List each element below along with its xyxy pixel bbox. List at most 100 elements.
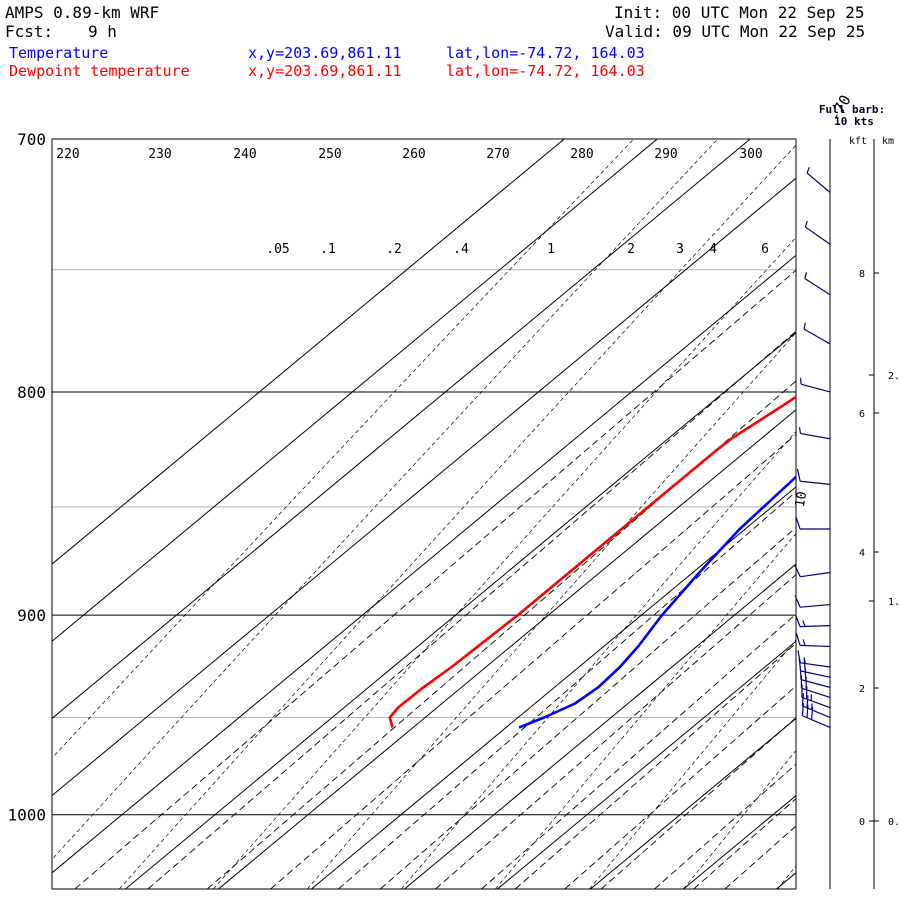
wind-barb	[796, 468, 831, 485]
height-km-label: 6	[859, 409, 865, 420]
dry-adiabat	[495, 533, 796, 889]
wind-barb	[795, 614, 831, 628]
height-kft-label: 0.	[888, 817, 900, 828]
height-kft-label: 2.	[888, 371, 900, 382]
mixing-ratio-line	[693, 798, 796, 889]
chart-labels: 7008009001000-70-60-50-40-30-20-10022023…	[7, 92, 854, 825]
height-km-label: 4	[859, 548, 865, 559]
pressure-tick-label: 700	[17, 130, 46, 149]
dry-adiabat-label: 230	[148, 147, 171, 162]
wind-barb	[800, 377, 831, 393]
dry-adiabat-label: 250	[318, 147, 341, 162]
wind-barb-half-flag	[804, 272, 808, 279]
km-label: km	[882, 136, 894, 147]
wind-barb-staff	[804, 277, 831, 296]
mixing-ratio-label: .4	[453, 242, 469, 257]
wind-barb-staff	[800, 432, 831, 440]
wind-barb	[795, 516, 830, 530]
pressure-tick-label: 800	[17, 383, 46, 402]
height-km-label: 8	[859, 269, 865, 280]
wind-barb	[794, 565, 831, 578]
height-km-label: 2	[859, 684, 865, 695]
isotherm-line	[52, 177, 796, 797]
pressure-tick-label: 900	[17, 606, 46, 625]
wind-panel-title-line1: Full barb:	[819, 103, 885, 116]
wind-barb-flag	[794, 565, 801, 577]
legend-temperature-latlon: lat,lon=-74.72, 164.03	[446, 44, 645, 62]
kft-label: kft	[849, 136, 867, 147]
wind-barb	[801, 703, 831, 729]
wind-barb-flag	[795, 516, 801, 530]
isotherm-line	[52, 139, 658, 642]
wind-barb-staff	[800, 383, 831, 393]
dry-adiabat-label: 240	[233, 147, 256, 162]
mixing-ratio-label: 3	[676, 242, 684, 257]
mixing-ratio-line	[564, 685, 796, 889]
wind-barb	[803, 322, 831, 345]
wind-panel-title-line2: 10 kts	[834, 115, 874, 128]
dry-adiabat	[52, 139, 634, 759]
isotherm-line	[311, 486, 796, 889]
wind-barb	[804, 272, 831, 296]
legend-temperature-xy: x,y=203.69,861.11	[248, 44, 402, 62]
wind-barb-half-flag	[803, 657, 806, 664]
isotherm-line	[497, 640, 796, 889]
wind-barb-half-flag	[804, 220, 808, 228]
mixing-ratio-line	[147, 330, 796, 889]
mixing-ratio-line	[207, 380, 796, 889]
isotherm-line	[52, 254, 796, 874]
wind-barb-staff	[806, 172, 831, 193]
dry-adiabat-label: 220	[56, 147, 79, 162]
forecast-label: Fcst:	[5, 22, 54, 41]
chart-series	[388, 395, 796, 729]
dry-adiabat-label: 260	[402, 147, 425, 162]
init-time: Init: 00 UTC Mon 22 Sep 25	[614, 3, 865, 22]
wind-barb-half-flag	[802, 639, 806, 646]
wind-barb-staff	[805, 226, 831, 245]
dry-adiabat	[589, 639, 796, 889]
wind-barb-half-flag	[810, 703, 813, 710]
wind-barb-flag	[801, 693, 804, 706]
dry-adiabat-label: 280	[570, 147, 593, 162]
wind-barb	[804, 220, 831, 245]
wind-barb-flag	[806, 695, 809, 708]
dry-adiabat	[683, 749, 796, 889]
wind-panel: Full barb: 10 kts kft km 0 2 4 6 8 0. 1. 2.	[794, 103, 900, 889]
legend-dewpoint-latlon: lat,lon=-74.72, 164.03	[446, 62, 645, 80]
wind-barb-half-flag	[806, 166, 810, 174]
height-kft-label: 1.	[888, 597, 900, 608]
mixing-ratio-label: .1	[320, 242, 336, 257]
mixing-ratio-label: 4	[709, 242, 717, 257]
pressure-tick-label: 1000	[7, 806, 46, 825]
wind-barb-flag	[801, 703, 804, 716]
wind-barb-staff	[803, 328, 831, 345]
wind-barb	[794, 595, 831, 608]
legend-temperature-label: Temperature	[9, 44, 109, 62]
wind-barb-staff	[800, 480, 831, 485]
mixing-ratio-line	[481, 613, 796, 889]
wind-barb-flag	[795, 614, 801, 627]
wind-barb-half-flag	[802, 620, 806, 627]
wind-barb-half-flag	[803, 322, 806, 330]
forecast-value: 9 h	[88, 22, 117, 41]
legend-dewpoint-xy: x,y=203.69,861.11	[248, 62, 402, 80]
dewpoint-line	[388, 395, 796, 728]
wind-barb-staff	[800, 603, 831, 608]
isotherm-line	[590, 717, 796, 889]
wind-barb-flag	[794, 595, 801, 608]
mixing-ratio-line	[338, 491, 796, 889]
legend-dewpoint-label: Dewpoint temperature	[9, 62, 190, 80]
isotherm-line	[218, 409, 796, 889]
model-title: AMPS 0.89-km WRF	[5, 3, 160, 22]
isotherm-line	[776, 872, 796, 889]
wind-barb	[798, 427, 831, 440]
chart-frame	[51, 138, 797, 890]
wind-barb	[806, 166, 831, 193]
wind-barb	[801, 693, 831, 719]
dry-adiabat	[52, 139, 718, 861]
mixing-ratio-line	[600, 717, 796, 889]
mixing-ratio-line	[654, 763, 796, 889]
mixing-ratio-label: 2	[627, 242, 635, 257]
mixing-ratio-label: .2	[386, 242, 402, 257]
isotherm-line	[52, 139, 565, 565]
